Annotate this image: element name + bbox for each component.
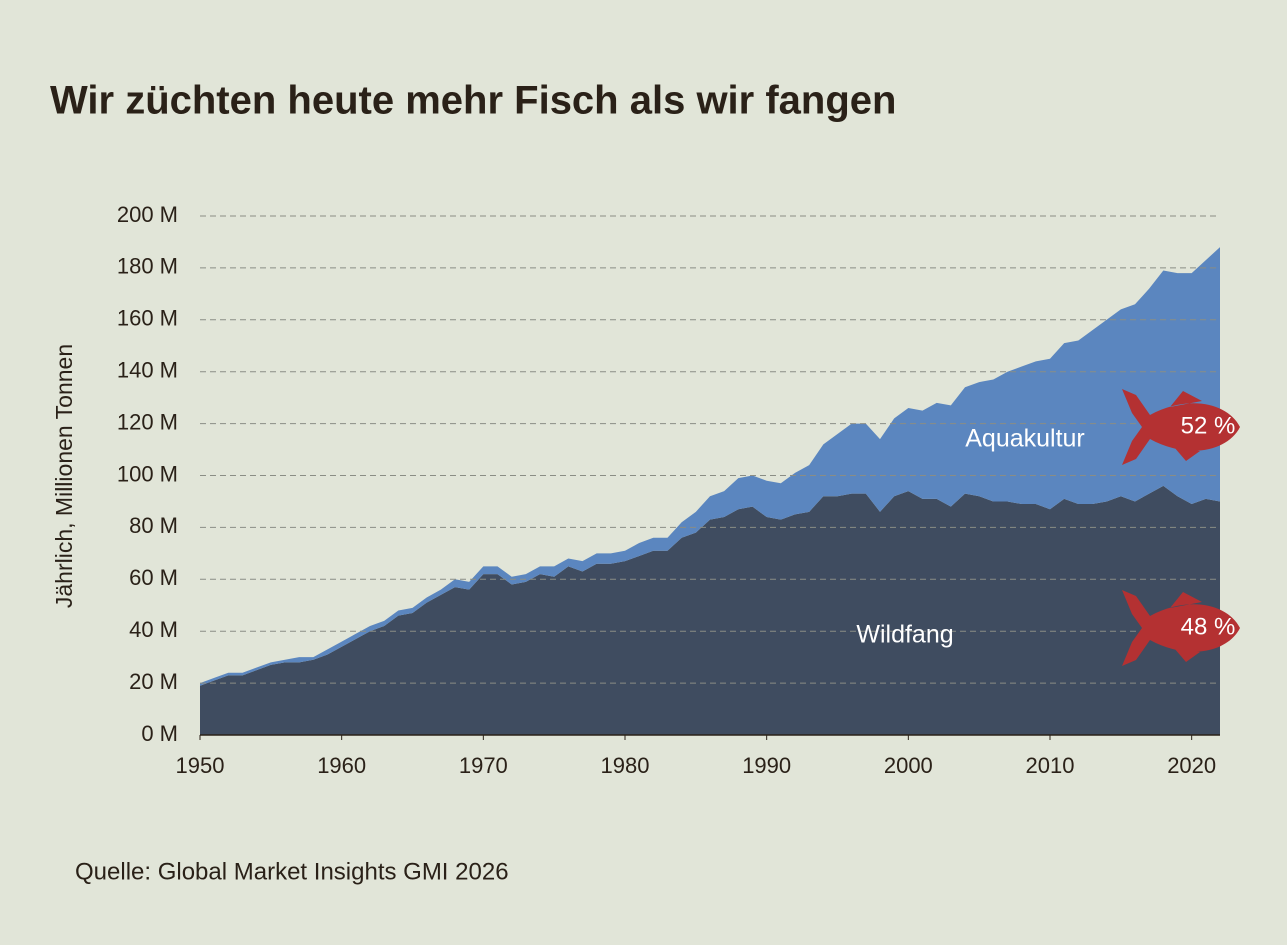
- fish: [1122, 590, 1240, 666]
- fish: [1122, 389, 1240, 465]
- y-tick-label: 120 M: [117, 409, 178, 434]
- share-label: 52 %: [1181, 412, 1236, 439]
- area: [200, 485, 1220, 735]
- fish-badge: 52 %: [1122, 389, 1240, 465]
- x-tick-label: 1990: [742, 753, 791, 778]
- fish-badge: 48 %: [1122, 590, 1240, 666]
- y-tick-label: 20 M: [129, 669, 178, 694]
- y-tick-label: 200 M: [117, 202, 178, 227]
- x-tick-label: 2020: [1167, 753, 1216, 778]
- x-tick-label: 1960: [317, 753, 366, 778]
- series-label: Wildfang: [856, 621, 953, 649]
- y-tick-label: 100 M: [117, 461, 178, 486]
- x-tick-label: 1950: [176, 753, 225, 778]
- x-tick-label: 2000: [884, 753, 933, 778]
- y-axis-label: Jährlich, Millionen Tonnen: [51, 344, 77, 608]
- series-label: Aquakultur: [965, 425, 1085, 453]
- y-tick-label: 40 M: [129, 617, 178, 642]
- y-tick-label: 140 M: [117, 358, 178, 383]
- share-label: 48 %: [1181, 613, 1236, 640]
- y-tick-label: 80 M: [129, 513, 178, 538]
- x-tick-label: 1980: [601, 753, 650, 778]
- x-tick-label: 2010: [1026, 753, 1075, 778]
- chart-title: Wir züchten heute mehr Fisch als wir fan…: [50, 79, 896, 123]
- y-tick-label: 180 M: [117, 254, 178, 279]
- x-tick-label: 1970: [459, 753, 508, 778]
- y-tick-label: 0 M: [141, 721, 178, 746]
- y-tick-label: 60 M: [129, 565, 178, 590]
- source: Quelle: Global Market Insights GMI 2026: [75, 858, 509, 885]
- y-tick-label: 160 M: [117, 306, 178, 331]
- area: [200, 247, 1220, 686]
